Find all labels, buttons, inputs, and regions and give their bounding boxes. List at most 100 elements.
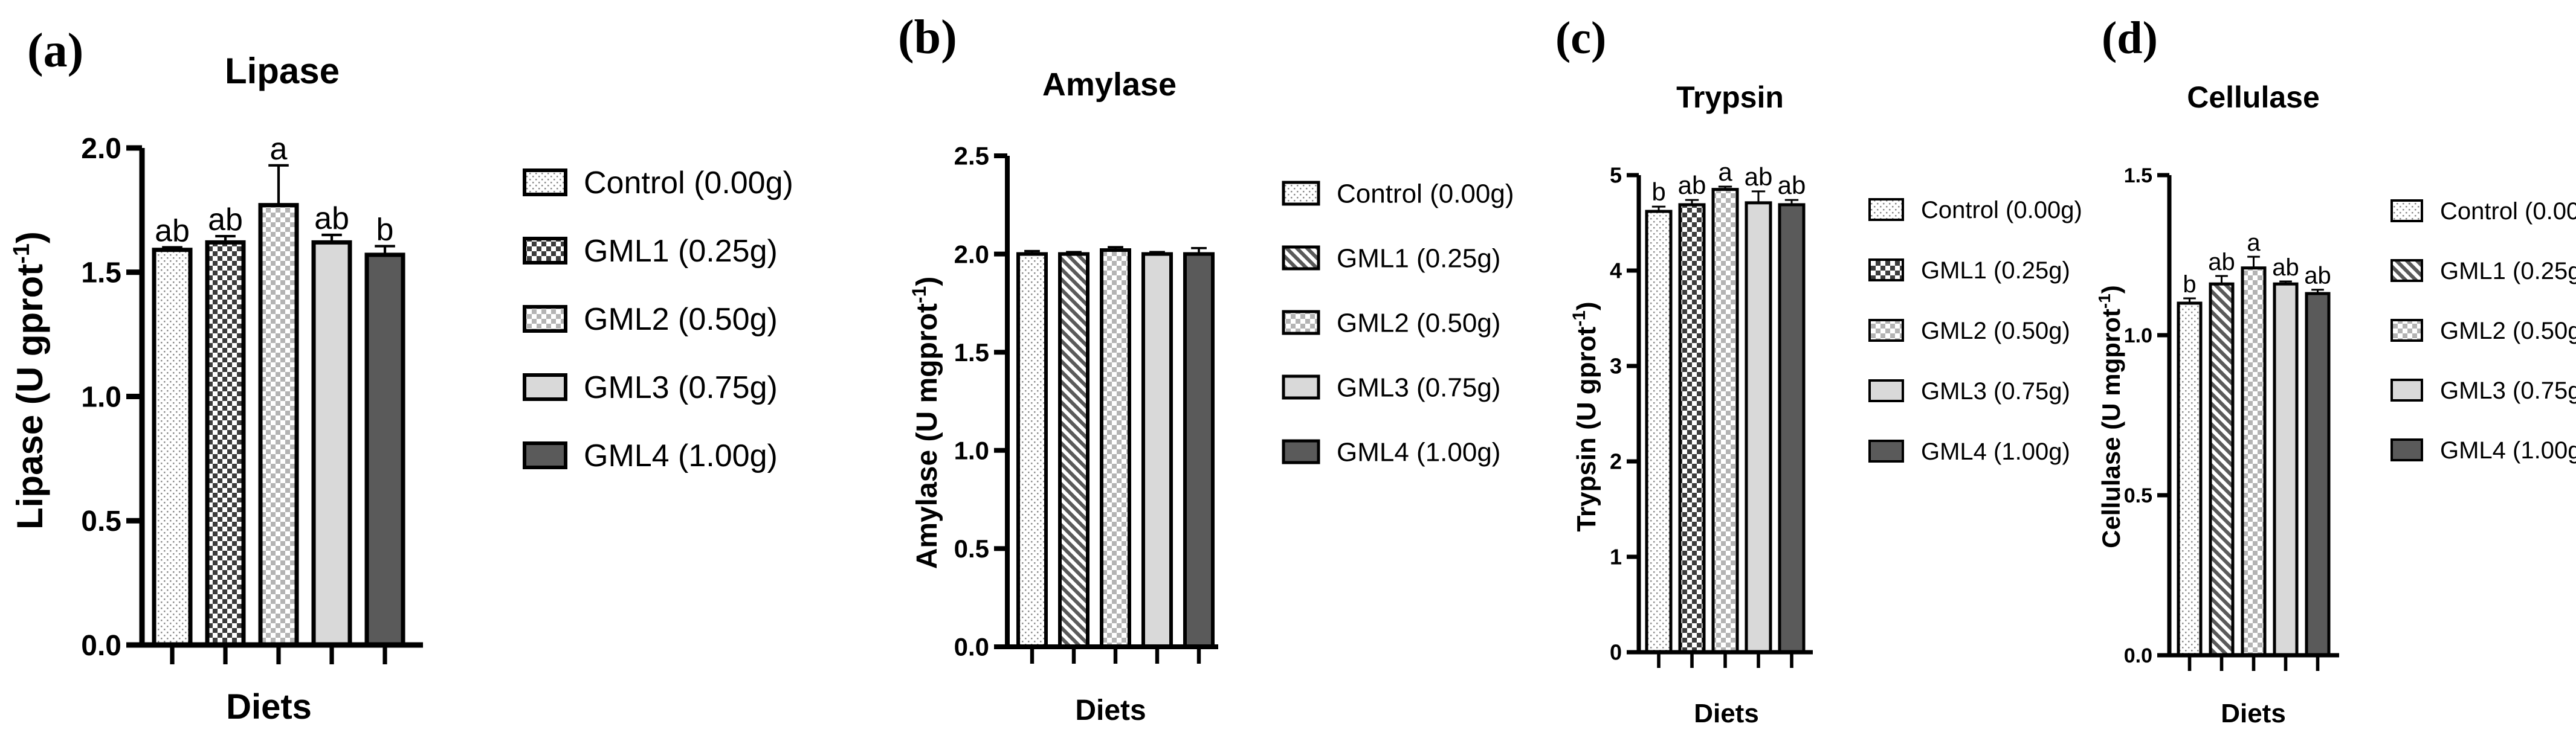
- significance-label: ab: [2272, 254, 2299, 281]
- significance-label: a: [2247, 229, 2261, 256]
- y-tick-label: 0.0: [954, 633, 989, 661]
- bar: [311, 240, 352, 647]
- y-tick-label: 3: [1610, 354, 1622, 379]
- y-tick-label: 0.5: [954, 534, 989, 563]
- legend-swatch: [2390, 199, 2423, 222]
- y-tick-label: 0.0: [81, 630, 121, 662]
- legend-label: GML1 (0.25g): [1921, 257, 2070, 284]
- significance-label: ab: [1745, 162, 1773, 191]
- legend-label: GML2 (0.50g): [2440, 318, 2576, 344]
- significance-label: ab: [2304, 263, 2331, 289]
- legend-label: GML2 (0.50g): [584, 302, 778, 337]
- y-tick-label: 2.0: [954, 240, 989, 268]
- y-tick-label: 2.5: [954, 142, 989, 170]
- y-tick-label: 2.0: [81, 133, 121, 165]
- bar: [2273, 282, 2299, 657]
- panel-b-title: Amylase: [1042, 66, 1177, 103]
- panel-d-ylabel: Cellulase (U mgprot-1): [2095, 285, 2125, 548]
- legend-label: GML4 (1.00g): [1921, 438, 2070, 465]
- legend-swatch: [2390, 259, 2423, 282]
- significance-label: ab: [155, 214, 190, 249]
- panel-a-label: (a): [27, 24, 83, 77]
- legend-label: GML2 (0.50g): [1921, 318, 2070, 344]
- panel-c-legend: Control (0.00g) GML1 (0.25g) GML2 (0.50g) G…: [1868, 197, 2082, 465]
- legend-swatch: [1282, 374, 1320, 400]
- bar: [2241, 266, 2267, 657]
- bar: [1016, 252, 1048, 649]
- legend-label: GML3 (0.75g): [1337, 373, 1500, 402]
- bar: [1745, 201, 1772, 654]
- legend-label: GML2 (0.50g): [1337, 308, 1500, 338]
- significance-label: ab: [1778, 171, 1806, 199]
- y-tick-label: 1.0: [954, 437, 989, 465]
- bar: [1183, 252, 1215, 649]
- legend-label: Control (0.00g): [584, 165, 793, 200]
- legend-swatch: [1282, 310, 1320, 335]
- legend-label: GML1 (0.25g): [1337, 243, 1500, 273]
- y-tick-label: 0: [1610, 640, 1622, 665]
- bar: [1141, 252, 1173, 649]
- bar: [152, 248, 193, 647]
- panel-d-xlabel: Diets: [2221, 699, 2286, 728]
- legend-swatch: [523, 305, 567, 333]
- legend-swatch: [1282, 439, 1320, 464]
- y-tick-label: 5: [1610, 163, 1622, 188]
- panel-b-xlabel: Diets: [1075, 694, 1146, 727]
- panel-a-legend: Control (0.00g) GML1 (0.25g) GML2 (0.50g) G…: [523, 165, 793, 473]
- panel-c-label: (c): [1555, 13, 1606, 63]
- bar: [205, 240, 246, 647]
- legend-label: GML3 (0.75g): [1921, 378, 2070, 405]
- panel-b-legend: Control (0.00g) GML1 (0.25g) GML2 (0.50g) G…: [1282, 179, 1514, 467]
- significance-label: ab: [208, 202, 243, 237]
- panel-c-ylabel: Trypsin (U gprot-1): [1569, 301, 1601, 531]
- bar: [2209, 282, 2235, 657]
- legend-swatch: [2390, 438, 2423, 461]
- legend-swatch: [1282, 181, 1320, 206]
- y-tick-label: 0.0: [2124, 644, 2152, 667]
- y-tick-label: 1: [1610, 545, 1622, 569]
- legend-swatch: [2390, 319, 2423, 342]
- panel-b-bars: [1016, 246, 1215, 664]
- significance-label: ab: [314, 201, 349, 236]
- bar: [1778, 203, 1806, 654]
- panel-a-ylabel: Lipase (U gprot-1): [9, 231, 50, 530]
- panel-a-title: Lipase: [225, 51, 340, 91]
- y-tick-label: 0.5: [2124, 484, 2152, 507]
- panel-d-legend: Control (0.00g) GML1 (0.25g) GML2 (0.50g) G…: [2390, 198, 2576, 464]
- panel-c-xlabel: Diets: [1694, 699, 1759, 728]
- legend-label: GML3 (0.75g): [2440, 377, 2576, 404]
- legend-swatch: [523, 237, 567, 265]
- bar: [258, 203, 299, 647]
- y-tick-label: 2: [1610, 449, 1622, 474]
- panel-d-label: (d): [2102, 13, 2158, 63]
- legend-label: GML4 (1.00g): [1337, 437, 1500, 467]
- legend-swatch: [1868, 258, 1904, 281]
- bar: [1100, 248, 1131, 649]
- legend-swatch: [2390, 379, 2423, 402]
- panel-a: (a) Lipase Lipase (U gprot-1) Diets 0.00…: [9, 24, 793, 727]
- panel-d: (d) Cellulase Cellulase (U mgprot-1) Die…: [2095, 13, 2576, 728]
- panel-b-yticks: 0.0 0.5 1.0 1.5 2.0 2.5: [954, 142, 1007, 661]
- significance-label: a: [1718, 158, 1732, 186]
- y-tick-label: 1.5: [2124, 164, 2152, 187]
- legend-label: GML4 (1.00g): [2440, 437, 2576, 464]
- panel-c: (c) Trypsin Trypsin (U gprot-1) Diets 0 1…: [1555, 13, 2082, 728]
- bar: [2305, 292, 2331, 657]
- bar: [364, 252, 405, 647]
- significance-label: a: [270, 132, 288, 167]
- panel-c-bars: b ab a ab ab: [1645, 158, 1806, 668]
- bar: [1711, 188, 1739, 654]
- legend-label: Control (0.00g): [1921, 197, 2082, 223]
- panel-d-title: Cellulase: [2187, 80, 2320, 114]
- legend-swatch: [523, 441, 567, 469]
- legend-swatch: [1868, 379, 1904, 402]
- y-tick-label: 1.0: [2124, 324, 2152, 347]
- legend-label: Control (0.00g): [2440, 198, 2576, 225]
- legend-swatch: [1282, 245, 1320, 271]
- y-tick-label: 1.5: [954, 338, 989, 367]
- legend-label: GML3 (0.75g): [584, 370, 778, 405]
- legend-label: GML1 (0.25g): [2440, 258, 2576, 284]
- y-tick-label: 1.5: [81, 257, 121, 289]
